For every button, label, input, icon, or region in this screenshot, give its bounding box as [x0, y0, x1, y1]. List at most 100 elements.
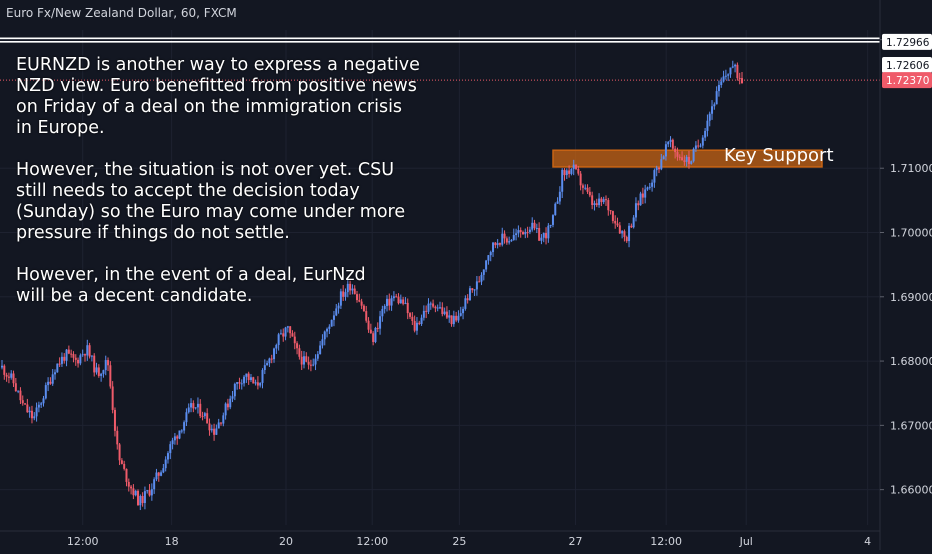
current-price-tag — [882, 72, 932, 89]
candle-body — [607, 200, 610, 211]
candle-body — [468, 288, 471, 301]
x-tick-label: 27 — [569, 535, 583, 548]
candle-body — [653, 170, 656, 183]
candle-body — [208, 423, 211, 431]
annotation-line: EURNZD is another way to express a negat… — [16, 55, 420, 75]
candle-body — [109, 365, 112, 387]
candle-body — [681, 157, 684, 161]
candle-body — [19, 390, 22, 401]
candle-body — [379, 316, 382, 329]
candle-body — [342, 291, 345, 297]
candle-body — [595, 203, 598, 206]
candle-body — [496, 243, 499, 246]
candle-body — [402, 299, 405, 304]
candle-body — [21, 400, 24, 404]
candle-body — [397, 296, 400, 304]
candle-body — [369, 329, 372, 334]
candle-body — [480, 274, 483, 282]
candle-body — [58, 363, 61, 365]
annotation-paragraph-3: However, in the event of a deal, EurNzd … — [16, 265, 466, 307]
candle-body — [111, 386, 114, 410]
candle-body — [372, 333, 375, 342]
candle-body — [724, 75, 727, 77]
candle-body — [722, 76, 725, 82]
candle-body — [600, 198, 603, 203]
candle-body — [213, 428, 216, 435]
candle-body — [249, 377, 252, 381]
candle-body — [160, 472, 163, 476]
candle-body — [404, 302, 407, 304]
candle-body — [28, 410, 31, 413]
candle-body — [42, 398, 45, 404]
candle-body — [616, 223, 619, 226]
candle-body — [358, 300, 361, 302]
candle-body — [224, 403, 227, 416]
candle-body — [79, 355, 82, 364]
candle-body — [192, 403, 195, 409]
candle-body — [47, 381, 50, 386]
candle-body — [554, 203, 557, 216]
candle-body — [222, 415, 225, 424]
candle-body — [127, 481, 130, 487]
candle-body — [137, 490, 140, 506]
candle-body — [123, 463, 126, 469]
candle-body — [475, 281, 478, 290]
candle-body — [74, 357, 77, 360]
candle-body — [291, 333, 294, 337]
candle-body — [561, 169, 564, 192]
candle-body — [570, 169, 573, 174]
candle-body — [411, 316, 414, 321]
candle-body — [282, 333, 285, 337]
candle-body — [220, 422, 223, 424]
candle-body — [166, 453, 169, 460]
candle-body — [425, 310, 428, 312]
candle-body — [498, 243, 501, 245]
candle-body — [365, 311, 368, 321]
candle-body — [3, 365, 6, 375]
candle-body — [148, 490, 151, 496]
horizontal-lines-layer — [0, 37, 880, 81]
candle-body — [579, 173, 582, 186]
candle-body — [674, 148, 677, 153]
candle-body — [457, 315, 460, 321]
candle-body — [406, 302, 409, 314]
candle-body — [604, 199, 607, 201]
annotation-line: NZD view. Euro benefitted from positive … — [16, 76, 417, 96]
candle-body — [558, 191, 561, 202]
candle-body — [67, 349, 70, 354]
candle-body — [687, 156, 690, 164]
candle-body — [459, 313, 462, 316]
candle-body — [83, 354, 86, 356]
candle-body — [609, 210, 612, 212]
candle-body — [328, 326, 331, 329]
candle-body — [169, 444, 172, 454]
candle-body — [305, 356, 308, 362]
candle-body — [33, 416, 36, 419]
candle-body — [171, 440, 174, 445]
candle-body — [692, 148, 695, 162]
y-tick-label: 1.66000 — [890, 484, 932, 497]
candle-body — [540, 237, 543, 241]
candle-body — [356, 294, 359, 301]
candle-body — [279, 333, 282, 335]
candle-body — [275, 344, 278, 349]
candle-body — [485, 260, 488, 270]
current-price-label: 1.72370 — [886, 75, 929, 87]
candle-body — [392, 296, 395, 299]
candle-body — [309, 364, 312, 366]
candle-body — [130, 486, 133, 489]
candle-body — [704, 130, 707, 138]
candle-body — [448, 315, 451, 318]
candle-body — [462, 308, 465, 314]
candle-body — [176, 436, 179, 439]
candle-body — [93, 355, 96, 373]
candle-body — [300, 356, 303, 365]
candle-body — [7, 376, 10, 378]
candle-body — [263, 365, 266, 371]
candle-body — [266, 363, 269, 366]
candle-body — [741, 78, 743, 84]
support-zone-label: Key Support — [724, 145, 834, 166]
candle-body — [70, 353, 73, 355]
candle-body — [434, 306, 437, 309]
candle-body — [429, 303, 432, 305]
